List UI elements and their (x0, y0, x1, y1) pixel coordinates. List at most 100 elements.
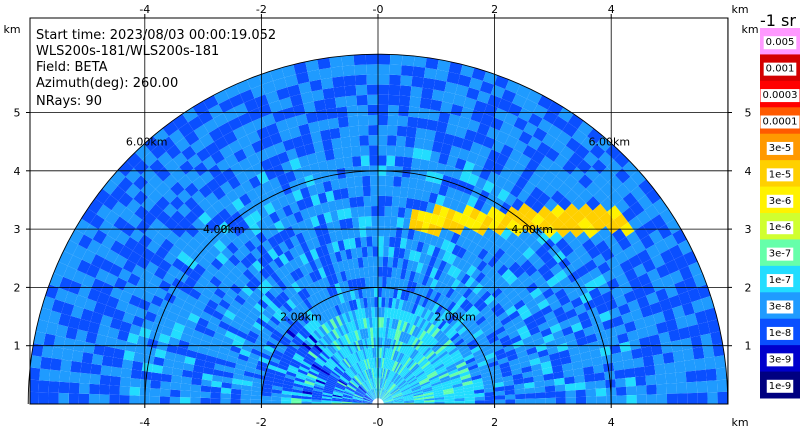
backscatter-cell (393, 401, 404, 403)
backscatter-cell (333, 367, 343, 376)
backscatter-cell (85, 331, 98, 344)
backscatter-cell (470, 370, 481, 378)
backscatter-cell (446, 301, 457, 312)
backscatter-cell (144, 310, 157, 323)
backscatter-cell (223, 130, 238, 145)
backscatter-cell (409, 380, 419, 387)
backscatter-cell (663, 234, 678, 250)
backscatter-cell (644, 204, 660, 220)
backscatter-cell (428, 192, 439, 204)
backscatter-cell (306, 336, 316, 346)
backscatter-cell (438, 152, 450, 165)
backscatter-cell (190, 390, 201, 398)
backscatter-cell (384, 380, 390, 390)
backscatter-cell (413, 396, 424, 399)
backscatter-cell (327, 359, 337, 368)
backscatter-cell (499, 121, 514, 136)
backscatter-cell (366, 348, 370, 359)
backscatter-cell (242, 375, 254, 382)
backscatter-cell (373, 388, 377, 399)
backscatter-cell (353, 393, 364, 398)
backscatter-cell (419, 97, 432, 110)
backscatter-cell (150, 372, 162, 382)
backscatter-cell (432, 387, 444, 393)
backscatter-cell (522, 276, 535, 289)
backscatter-cell (50, 358, 62, 371)
backscatter-cell (110, 366, 122, 377)
backscatter-cell (420, 307, 429, 319)
backscatter-cell (237, 289, 250, 301)
backscatter-cell (113, 254, 128, 269)
backscatter-cell (305, 239, 316, 251)
backscatter-cell (229, 283, 242, 295)
backscatter-cell (288, 364, 299, 372)
backscatter-cell (370, 185, 378, 196)
backscatter-cell (247, 330, 260, 340)
backscatter-cell (335, 272, 343, 283)
backscatter-cell (477, 336, 489, 346)
backscatter-cell (674, 360, 686, 373)
backscatter-cell (271, 389, 283, 394)
backscatter-cell (418, 231, 427, 243)
backscatter-cell (303, 298, 313, 310)
backscatter-cell (453, 388, 464, 394)
backscatter-cell (227, 304, 239, 316)
backscatter-cell (229, 345, 242, 354)
backscatter-cell (87, 288, 101, 302)
backscatter-cell (301, 229, 312, 242)
backscatter-cell (366, 236, 373, 247)
backscatter-cell (345, 322, 352, 333)
backscatter-cell (438, 260, 448, 272)
backscatter-cell (227, 325, 239, 335)
backscatter-cell (200, 385, 212, 393)
backscatter-cell (529, 239, 543, 253)
backscatter-cell (511, 197, 525, 211)
backscatter-cell (414, 293, 422, 305)
backscatter-cell (182, 244, 196, 258)
backscatter-cell (402, 392, 413, 397)
backscatter-cell (384, 297, 390, 308)
backscatter-cell (304, 380, 315, 386)
backscatter-cell (583, 366, 595, 375)
backscatter-cell (256, 335, 268, 345)
backscatter-cell (388, 105, 399, 116)
backscatter-cell (308, 271, 318, 283)
backscatter-cell (70, 305, 84, 319)
backscatter-cell (508, 330, 520, 340)
backscatter-cell (309, 306, 319, 318)
backscatter-cell (115, 231, 130, 246)
backscatter-cell (469, 367, 480, 375)
backscatter-cell (38, 307, 52, 322)
backscatter-cell (482, 180, 495, 194)
backscatter-cell (512, 162, 526, 176)
backscatter-cell (359, 385, 367, 393)
backscatter-cell (378, 185, 386, 196)
backscatter-cell (198, 109, 214, 125)
backscatter-cell (554, 288, 567, 300)
backscatter-cell (453, 355, 464, 364)
backscatter-cell (578, 188, 594, 204)
backscatter-cell (268, 286, 280, 298)
backscatter-cell (272, 385, 283, 391)
backscatter-cell (303, 382, 314, 388)
backscatter-cell (672, 229, 687, 245)
backscatter-cell (119, 207, 135, 223)
backscatter-cell (362, 401, 373, 404)
backscatter-cell (446, 71, 461, 85)
backscatter-cell (412, 230, 421, 242)
backscatter-cell (547, 124, 563, 140)
backscatter-cell (324, 254, 333, 266)
backscatter-cell (573, 367, 585, 377)
backscatter-cell (153, 128, 169, 144)
backscatter-cell (344, 85, 357, 97)
backscatter-cell (323, 211, 333, 224)
backscatter-cell (357, 373, 365, 383)
backscatter-cell (168, 244, 183, 258)
backscatter-cell (513, 299, 526, 311)
backscatter-cell (213, 239, 227, 253)
backscatter-cell (265, 122, 280, 136)
backscatter-cell (666, 393, 678, 404)
backscatter-cell (313, 385, 324, 391)
backscatter-cell (252, 117, 266, 131)
backscatter-cell (475, 271, 486, 284)
